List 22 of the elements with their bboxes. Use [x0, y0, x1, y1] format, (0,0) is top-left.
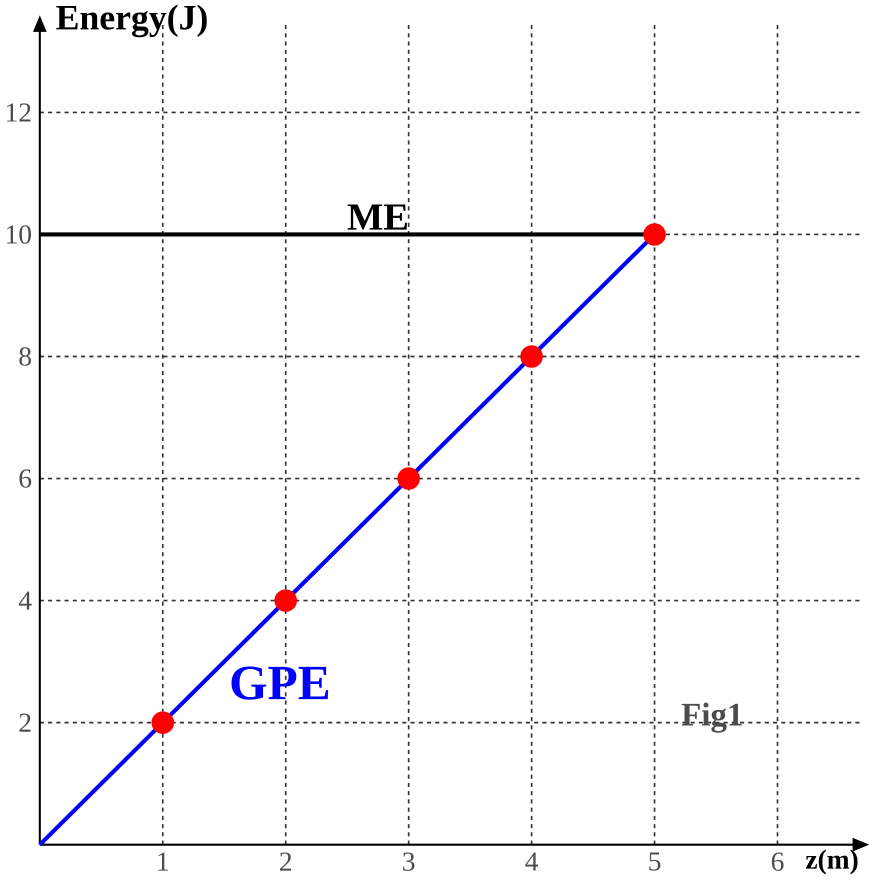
y-axis-title: Energy(J): [56, 4, 207, 38]
x-tick-label: 5: [649, 852, 660, 871]
x-tick-label: 3: [403, 852, 414, 871]
point: [151, 711, 174, 734]
annotation: Fig1: [682, 702, 742, 733]
point: [274, 589, 297, 612]
series-label: GPE: [231, 666, 328, 700]
x-tick-label: 6: [772, 852, 784, 871]
x-axis-title: z(m): [806, 850, 858, 874]
y-tick-label: 10: [6, 225, 31, 244]
x-tick-label: 2: [280, 852, 292, 871]
series-label: ME: [348, 204, 407, 230]
y-tick-label: 12: [6, 103, 30, 122]
y-tick-label: 6: [19, 469, 32, 488]
point: [643, 223, 666, 246]
x-tick-label: 4: [525, 852, 538, 871]
point: [520, 345, 543, 368]
y-tick-label: 8: [19, 347, 31, 366]
x-tick-label: 1: [158, 852, 168, 871]
y-tick-label: 2: [19, 714, 30, 732]
point: [397, 467, 420, 490]
y-tick-label: 4: [18, 592, 32, 610]
